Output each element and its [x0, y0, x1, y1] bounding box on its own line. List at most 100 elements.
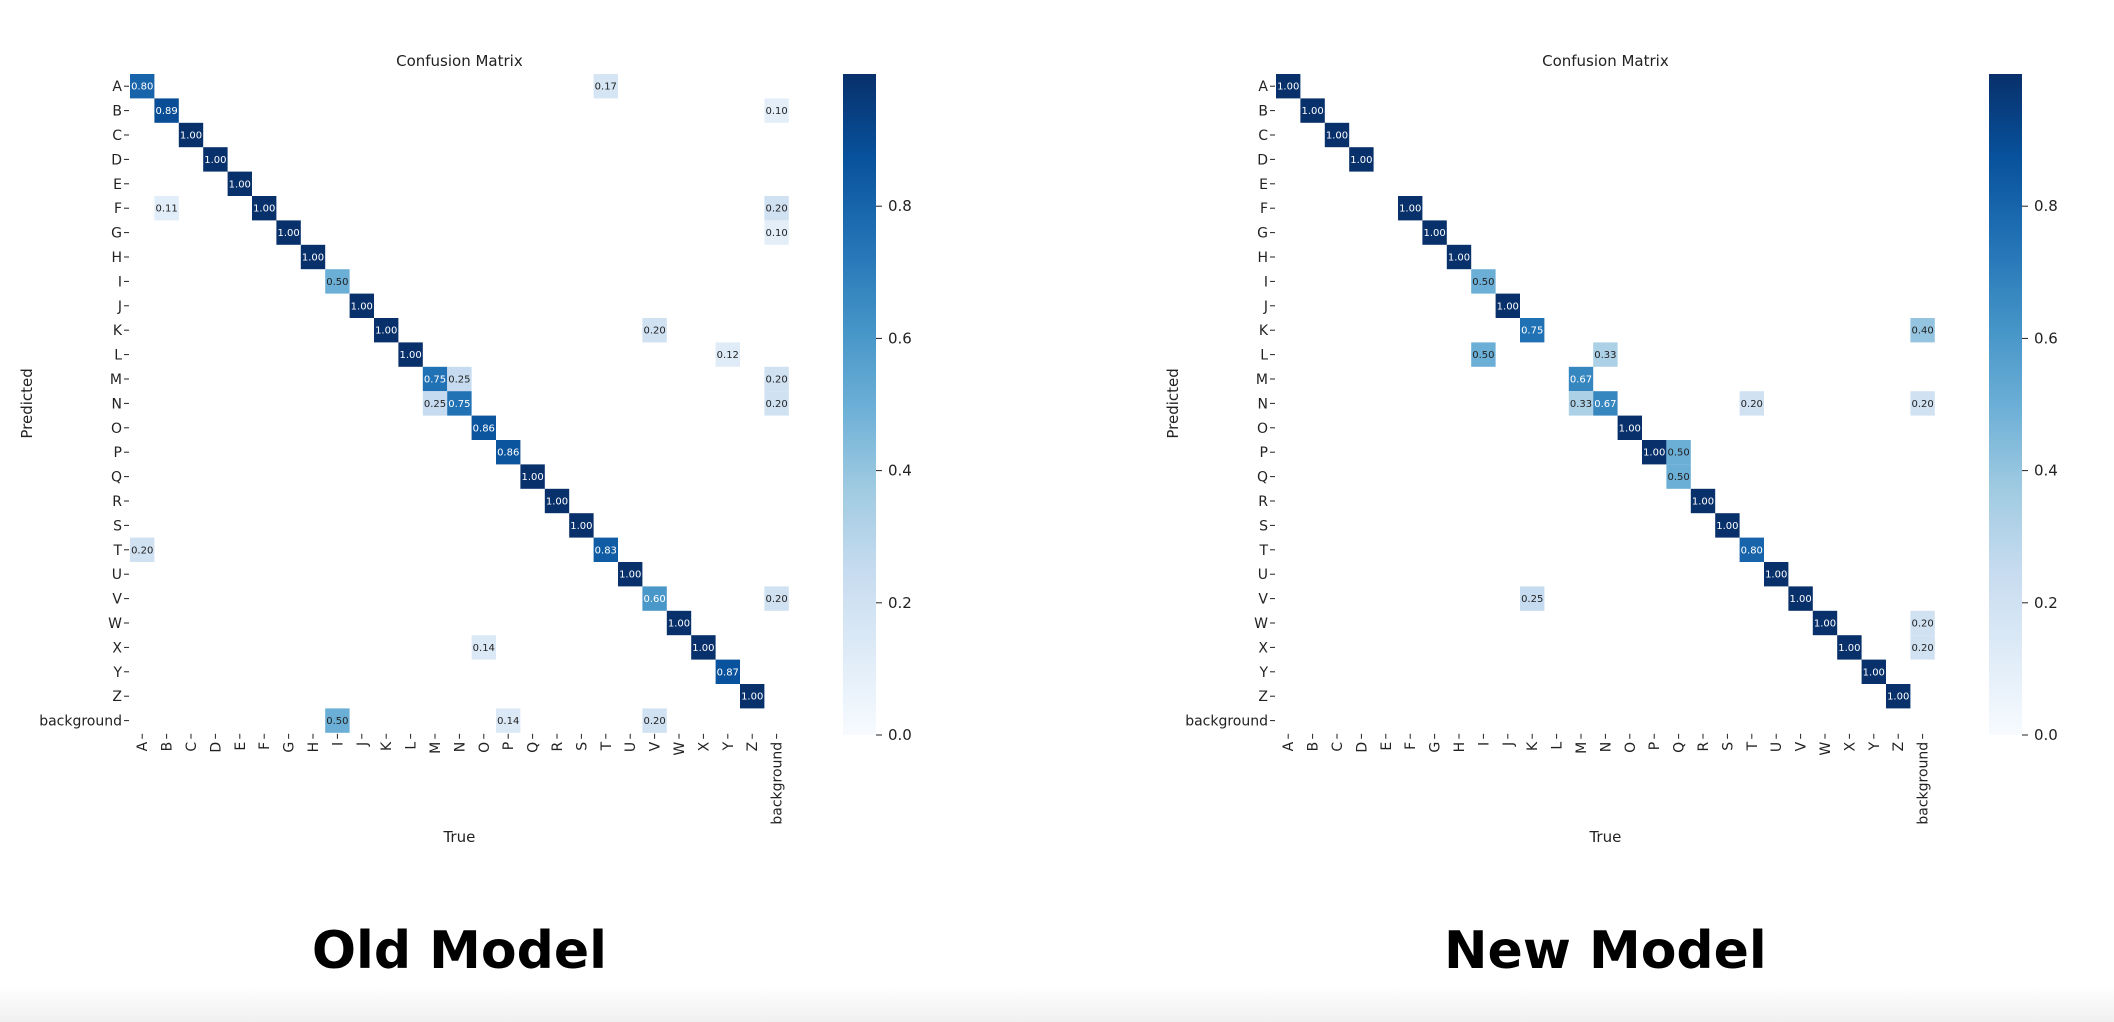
y-tick-label-W: W [1254, 616, 1268, 632]
y-tick-label-Q: Q [1257, 470, 1268, 486]
colorbar-tick-label-0.2: 0.2 [888, 594, 912, 612]
cell-label-X-O: 0.14 [473, 643, 495, 654]
cell-label-S-S: 1.00 [570, 521, 592, 532]
cell-label-L-Y: 0.12 [717, 350, 739, 361]
cell-J-J [349, 293, 374, 318]
y-tick-label-N: N [1258, 396, 1268, 412]
cell-label-R-R: 1.00 [1692, 497, 1714, 508]
x-tick-label-M: M [1574, 742, 1590, 754]
y-tick-label-J: J [1263, 299, 1268, 315]
y-tick-label-T: T [112, 543, 122, 559]
heatmap-cells: 1.001.001.001.001.001.001.000.501.000.75… [1276, 74, 1935, 709]
cell-W-W [666, 610, 692, 636]
y-tick-label-E: E [1259, 177, 1268, 193]
x-tick-label-L: L [1550, 742, 1566, 750]
cell-label-N-background: 0.20 [1911, 399, 1933, 410]
x-axis-label: True [442, 828, 475, 846]
y-tick-label-P: P [1260, 445, 1268, 461]
y-tick-label-D: D [111, 152, 122, 168]
y-tick-label-Z: Z [112, 689, 122, 705]
x-tick-label-V: V [648, 741, 664, 751]
cell-L-N [1593, 342, 1618, 367]
cell-label-P-Q: 0.50 [1667, 448, 1689, 459]
x-tick-label-Y: Y [721, 741, 737, 751]
cell-label-background-V: 0.20 [643, 716, 665, 727]
cell-label-T-A: 0.20 [131, 545, 153, 556]
x-tick-label-J: J [355, 742, 371, 747]
cell-O-O [1617, 415, 1642, 440]
cell-V-V [1788, 586, 1813, 611]
x-tick-label-T: T [1745, 741, 1761, 751]
colorbar-tick-label-0.8: 0.8 [888, 197, 912, 215]
y-tick-label-M: M [110, 372, 122, 388]
y-tick-label-C: C [112, 128, 122, 144]
y-tick-label-Y: Y [112, 665, 122, 681]
x-tick-label-Y: Y [1867, 741, 1883, 751]
y-tick-label-W: W [108, 616, 122, 632]
y-tick-label-O: O [111, 421, 122, 437]
y-tick-label-V: V [112, 592, 122, 608]
cell-G-background [764, 220, 789, 245]
cell-label-N-M: 0.33 [1570, 399, 1592, 410]
cell-W-W [1812, 610, 1838, 636]
x-tick-label-U: U [1769, 742, 1785, 752]
cell-label-T-T: 0.80 [1741, 545, 1763, 556]
cell-label-P-P: 1.00 [1643, 448, 1665, 459]
cell-C-C [1324, 122, 1350, 148]
cell-T-T [1739, 537, 1764, 562]
cell-N-M [1568, 391, 1594, 416]
x-tick-label-K: K [1525, 741, 1541, 751]
cell-Y-Y [1861, 659, 1886, 684]
cell-T-T [593, 537, 618, 562]
cell-label-Z-Z: 1.00 [741, 692, 763, 703]
cell-label-A-T: 0.17 [595, 82, 617, 93]
y-tick-label-L: L [114, 348, 122, 364]
cell-D-D [1349, 147, 1374, 172]
x-tick-label-B: B [1306, 742, 1322, 752]
cell-B-background [764, 98, 789, 123]
cell-H-H [1446, 244, 1472, 270]
cell-label-C-C: 1.00 [180, 131, 202, 142]
cell-label-P-P: 0.86 [497, 448, 519, 459]
x-tick-label-P: P [1647, 742, 1663, 750]
cell-I-I [325, 269, 350, 294]
cell-label-N-M: 0.25 [424, 399, 446, 410]
cell-Q-Q [520, 464, 545, 489]
cell-M-background [764, 366, 789, 392]
heatmap-cells: 0.80 0.17 0.89 0.10 1.00 1.00 1.00 0.11 1.00 0.20… [130, 74, 789, 733]
cell-N-background [1910, 391, 1935, 416]
x-tick-label-C: C [1330, 742, 1346, 752]
cell-label-W-W: 1.00 [1814, 619, 1836, 630]
cell-B-B [1300, 98, 1325, 123]
y-tick-label-B: B [1258, 104, 1268, 120]
cell-T-A [130, 537, 155, 562]
x-tick-label-A: A [1281, 741, 1297, 751]
cell-label-Y-Y: 0.87 [717, 667, 739, 678]
cell-label-R-R: 1.00 [546, 497, 568, 508]
cell-A-T [593, 74, 618, 99]
x-axis-label: True [1588, 828, 1621, 846]
y-tick-label-N: N [112, 396, 122, 412]
colorbar-tick-label-0.0: 0.0 [2034, 726, 2058, 744]
cell-label-V-K: 0.25 [1521, 594, 1543, 605]
x-tick-label-N: N [452, 742, 468, 752]
cell-label-X-X: 1.00 [1838, 643, 1860, 654]
x-tick-label-G: G [1428, 742, 1444, 753]
cell-label-B-B: 0.89 [155, 106, 177, 117]
cell-label-G-background: 0.10 [765, 228, 787, 239]
x-tick-label-W: W [1818, 742, 1834, 756]
cell-X-X [691, 635, 716, 660]
y-tick-label-H: H [111, 250, 122, 266]
new-model-confusion-matrix: Confusion Matrix 1.00 1.00 1.00 1.00 1.00 1.00… [1164, 52, 2058, 981]
x-tick-label-F: F [1403, 742, 1419, 750]
cell-label-N-N: 0.75 [448, 399, 470, 410]
y-tick-label-A: A [112, 79, 122, 95]
cell-label-M-M: 0.75 [424, 375, 446, 386]
y-tick-label-Q: Q [111, 470, 122, 486]
x-tick-label-O: O [1623, 742, 1639, 753]
cell-F-F [1398, 196, 1423, 221]
cell-label-V-V: 0.60 [643, 594, 665, 605]
x-tick-label-background: background [770, 742, 786, 825]
cell-N-N [1593, 391, 1618, 416]
